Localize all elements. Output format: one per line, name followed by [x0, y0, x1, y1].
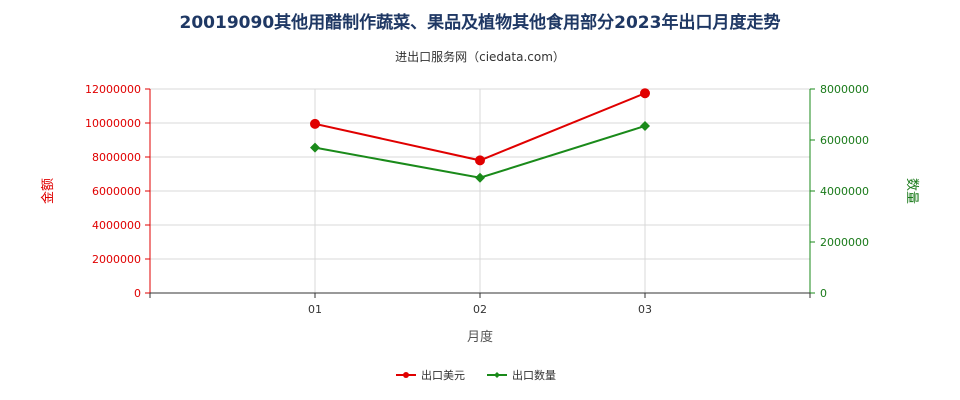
legend-label: 出口美元 [421, 368, 465, 382]
right-tick-label: 6000000 [820, 134, 869, 147]
left-tick-label: 0 [134, 287, 141, 300]
series-point-1 [475, 155, 485, 166]
left-axis-title: 金额 [40, 178, 56, 204]
x-tick-label: 02 [473, 303, 487, 316]
series-point-2 [475, 172, 485, 183]
left-tick-label: 10000000 [85, 117, 141, 130]
chart-title: 20019090其他用醋制作蔬菜、果品及植物其他食用部分2023年出口月度走势 [179, 13, 781, 33]
series-point-2 [640, 120, 650, 131]
legend-item-1: 出口美元 [396, 368, 465, 382]
left-tick-label: 6000000 [92, 185, 141, 198]
right-tick-label: 8000000 [820, 83, 869, 96]
series-point-2 [310, 142, 320, 153]
left-tick-label: 8000000 [92, 151, 141, 164]
x-axis-title: 月度 [467, 329, 493, 345]
series-point-1 [640, 88, 650, 99]
left-tick-label: 12000000 [85, 83, 141, 96]
legend-swatch-marker [494, 372, 500, 378]
right-axis-title: 数量 [904, 178, 919, 204]
x-tick-label: 01 [308, 303, 322, 316]
left-tick-label: 4000000 [92, 219, 141, 232]
series-point-1 [310, 118, 320, 129]
legend-item-2: 出口数量 [487, 368, 556, 382]
right-tick-label: 0 [820, 287, 827, 300]
x-tick-label: 03 [638, 303, 652, 316]
chart-subtitle: 进出口服务网（ciedata.com） [395, 50, 565, 64]
legend-label: 出口数量 [512, 368, 556, 382]
right-tick-label: 2000000 [820, 236, 869, 249]
legend-swatch-marker [403, 372, 409, 378]
right-tick-label: 4000000 [820, 185, 869, 198]
left-tick-label: 2000000 [92, 253, 141, 266]
